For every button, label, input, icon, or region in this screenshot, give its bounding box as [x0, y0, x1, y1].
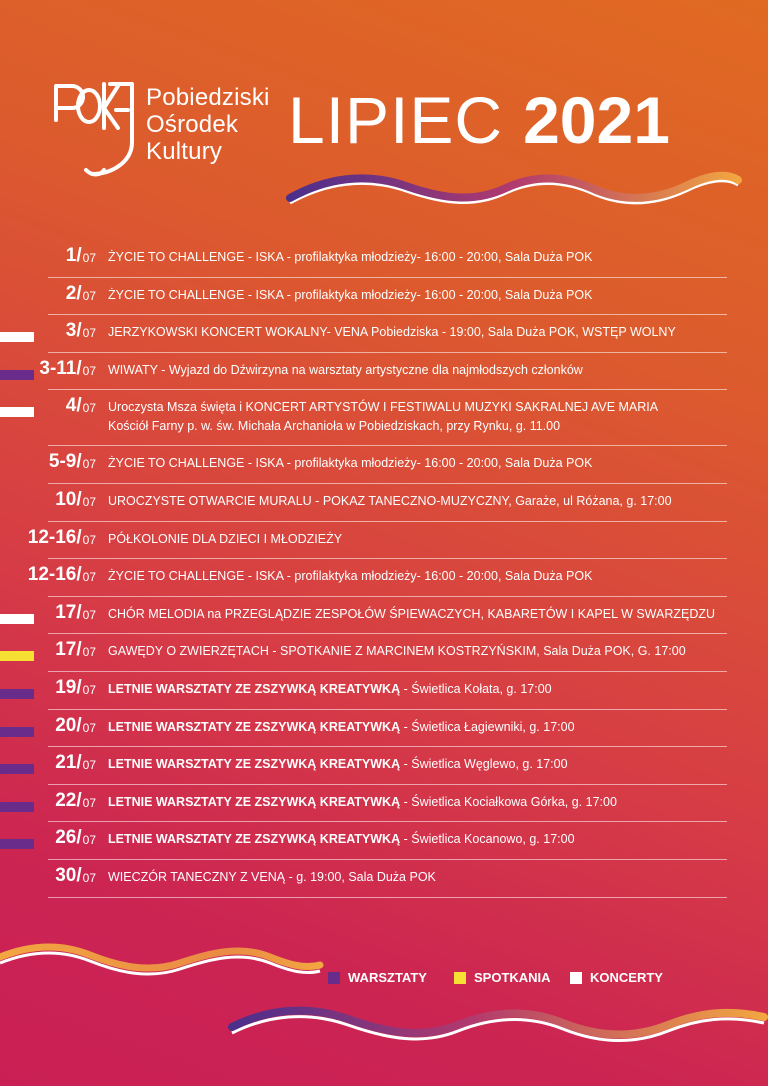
- event-date: 17/07: [55, 639, 96, 661]
- event-date: 3/07: [65, 320, 96, 342]
- title-month: LIPIEC: [288, 83, 504, 157]
- logo-line-2: Ośrodek: [146, 111, 239, 138]
- event-date: 12-16/07: [27, 564, 96, 586]
- event-row: 22/07 LETNIE WARSZTATY ZE ZSZYWKĄ KREATY…: [0, 785, 768, 823]
- event-date: 30/07: [55, 864, 96, 886]
- event-row: 12-16/07 ŻYCIE TO CHALLENGE - ISKA - pro…: [0, 559, 768, 597]
- event-row: 5-9/07 ŻYCIE TO CHALLENGE - ISKA - profi…: [0, 446, 768, 484]
- event-description: ŻYCIE TO CHALLENGE - ISKA - profilaktyka…: [108, 250, 593, 264]
- decorative-wave-top: [286, 171, 742, 205]
- event-description: ŻYCIE TO CHALLENGE - ISKA - profilaktyka…: [108, 456, 593, 471]
- koncert-marker: [0, 332, 34, 343]
- event-list: 1/07 ŻYCIE TO CHALLENGE - ISKA - profila…: [0, 240, 768, 898]
- event-date: 10/07: [55, 488, 96, 510]
- event-date: 5-9/07: [48, 451, 96, 473]
- event-description: PÓŁKOLONIE DLA DZIECI I MŁODZIEŻY: [108, 531, 343, 546]
- title-year: 2021: [523, 83, 670, 157]
- event-date: 17/07: [55, 601, 96, 623]
- event-description: LETNIE WARSZTATY ZE ZSZYWKĄ KREATYWKĄ - …: [108, 719, 575, 734]
- event-row: 17/07 GAWĘDY O ZWIERZĘTACH - SPOTKANIE Z…: [0, 634, 768, 672]
- event-description: ŻYCIE TO CHALLENGE - ISKA - profilaktyka…: [108, 569, 593, 584]
- event-row: 3-11/07 WIWATY - Wyjazd do Dźwirzyna na …: [0, 353, 768, 391]
- event-description: ŻYCIE TO CHALLENGE - ISKA - profilaktyka…: [108, 287, 593, 302]
- legend-item-spotkania: SPOTKANIA: [454, 970, 551, 985]
- event-description: WIECZÓR TANECZNY Z VENĄ - g. 19:00, Sala…: [108, 869, 436, 884]
- page-title: LIPIEC 2021: [288, 82, 670, 162]
- warsztaty-marker: [0, 839, 34, 850]
- warsztaty-marker: [0, 764, 34, 775]
- warsztaty-marker: [0, 726, 34, 737]
- pok-logo-icon: [54, 82, 134, 177]
- event-description: LETNIE WARSZTATY ZE ZSZYWKĄ KREATYWKĄ - …: [108, 757, 568, 772]
- decorative-wave-left: [0, 943, 324, 976]
- warsztaty-swatch: [328, 971, 340, 984]
- event-row: 2/07 ŻYCIE TO CHALLENGE - ISKA - profila…: [0, 278, 768, 316]
- legend-label: SPOTKANIA: [474, 970, 551, 985]
- event-row: 12-16/07 PÓŁKOLONIE DLA DZIECI I MŁODZIE…: [0, 522, 768, 560]
- event-row: 3/07 JERZYKOWSKI KONCERT WOKALNY- VENA P…: [0, 315, 768, 353]
- event-description: Uroczysta Msza święta i KONCERT ARTYSTÓW…: [108, 400, 659, 415]
- event-row: 10/07 UROCZYSTE OTWARCIE MURALU - POKAZ …: [0, 484, 768, 522]
- event-description-line2: Kościół Farny p. w. św. Michała Archanio…: [108, 419, 561, 434]
- logo-line-1: Pobiedziski: [146, 84, 270, 111]
- event-row: 17/07 CHÓR MELODIA na PRZEGLĄDZIE ZESPOŁ…: [0, 597, 768, 635]
- event-row: 30/07 WIECZÓR TANECZNY Z VENĄ - g. 19:00…: [0, 860, 768, 898]
- event-date: 4/07: [65, 395, 96, 417]
- event-description: UROCZYSTE OTWARCIE MURALU - POKAZ TANECZ…: [108, 493, 672, 508]
- legend-item-warsztaty: WARSZTATY: [328, 970, 427, 985]
- event-date: 22/07: [55, 789, 96, 811]
- event-date: 20/07: [55, 714, 96, 736]
- event-description: JERZYKOWSKI KONCERT WOKALNY- VENA Pobied…: [108, 325, 676, 340]
- event-date: 1/07: [65, 245, 96, 266]
- event-description: WIWATY - Wyjazd do Dźwirzyna na warsztat…: [108, 362, 583, 377]
- spotkanie-marker: [0, 651, 34, 662]
- koncerty-swatch: [570, 971, 582, 984]
- event-row: 20/07 LETNIE WARSZTATY ZE ZSZYWKĄ KREATY…: [0, 710, 768, 748]
- decorative-wave-bottom: [228, 1006, 768, 1043]
- warsztaty-marker: [0, 369, 34, 380]
- event-date: 3-11/07: [39, 357, 96, 379]
- logo-text: Pobiedziski Ośrodek Kultury: [146, 84, 270, 165]
- legend-label: KONCERTY: [590, 970, 663, 985]
- event-description: CHÓR MELODIA na PRZEGLĄDZIE ZESPOŁÓW ŚPI…: [108, 606, 716, 621]
- legend-label: WARSZTATY: [348, 970, 427, 985]
- event-row: 19/07 LETNIE WARSZTATY ZE ZSZYWKĄ KREATY…: [0, 672, 768, 710]
- warsztaty-marker: [0, 801, 34, 812]
- warsztaty-marker: [0, 688, 34, 699]
- legend-item-koncerty: KONCERTY: [570, 970, 663, 985]
- event-row: 26/07 LETNIE WARSZTATY ZE ZSZYWKĄ KREATY…: [0, 822, 768, 860]
- event-row: 4/07 Uroczysta Msza święta i KONCERT ART…: [0, 390, 768, 447]
- event-date: 21/07: [55, 752, 96, 774]
- event-date: 19/07: [55, 676, 96, 698]
- event-row: 21/07 LETNIE WARSZTATY ZE ZSZYWKĄ KREATY…: [0, 747, 768, 785]
- event-description: LETNIE WARSZTATY ZE ZSZYWKĄ KREATYWKĄ - …: [108, 794, 617, 809]
- event-date: 2/07: [65, 282, 96, 304]
- event-date: 12-16/07: [27, 526, 96, 548]
- koncert-marker: [0, 613, 34, 624]
- logo-line-3: Kultury: [146, 138, 223, 165]
- event-description: LETNIE WARSZTATY ZE ZSZYWKĄ KREATYWKĄ - …: [108, 681, 552, 696]
- event-description: LETNIE WARSZTATY ZE ZSZYWKĄ KREATYWKĄ - …: [108, 832, 575, 847]
- koncert-marker: [0, 407, 34, 418]
- event-row: 1/07 ŻYCIE TO CHALLENGE - ISKA - profila…: [0, 240, 768, 278]
- event-date: 26/07: [55, 827, 96, 849]
- event-description: GAWĘDY O ZWIERZĘTACH - SPOTKANIE Z MARCI…: [108, 644, 686, 659]
- spotkania-swatch: [454, 971, 466, 984]
